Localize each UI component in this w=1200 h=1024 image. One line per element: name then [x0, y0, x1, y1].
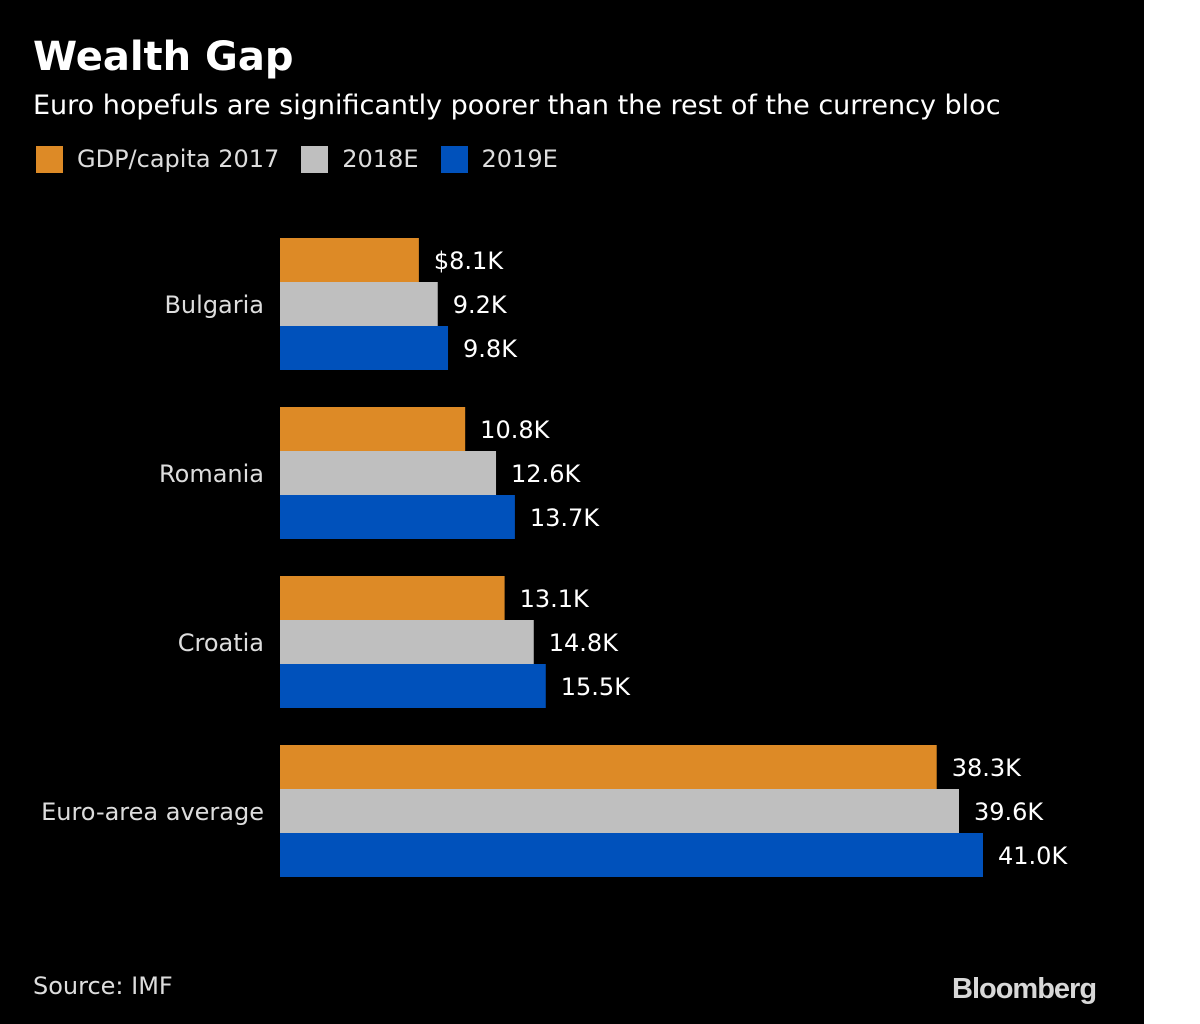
- bar: [280, 576, 505, 620]
- bar: [280, 789, 959, 833]
- data-label: 38.3K: [952, 754, 1022, 782]
- data-label: 13.7K: [530, 504, 600, 532]
- legend-item-2019e: 2019E: [440, 145, 558, 173]
- legend: GDP/capita 2017 2018E 2019E: [36, 145, 580, 173]
- legend-label: 2019E: [481, 145, 558, 173]
- bar: [280, 407, 466, 451]
- bar: [280, 664, 546, 708]
- legend-item-2018e: 2018E: [301, 145, 419, 173]
- data-label: 14.8K: [549, 629, 619, 657]
- bar: [280, 495, 515, 539]
- legend-swatch: [301, 145, 329, 173]
- category-label: Bulgaria: [164, 291, 264, 319]
- chart-subtitle: Euro hopefuls are significantly poorer t…: [33, 90, 1001, 121]
- bar: [280, 833, 983, 877]
- category-label: Romania: [159, 460, 264, 488]
- data-label: $8.1K: [434, 247, 504, 275]
- bar: [280, 745, 937, 789]
- legend-label: GDP/capita 2017: [77, 145, 280, 173]
- category-label: Euro-area average: [41, 798, 264, 826]
- bar: [280, 238, 419, 282]
- data-label: 12.6K: [511, 460, 581, 488]
- data-label: 13.1K: [520, 585, 590, 613]
- legend-label: 2018E: [342, 145, 419, 173]
- bar: [280, 620, 534, 664]
- data-label: 39.6K: [974, 798, 1044, 826]
- bar: [280, 282, 438, 326]
- source-note: Source: IMF: [33, 972, 173, 1000]
- data-label: 10.8K: [480, 416, 550, 444]
- chart-title: Wealth Gap: [33, 34, 294, 80]
- legend-item-2017: GDP/capita 2017: [36, 145, 279, 173]
- data-label: 9.8K: [463, 335, 518, 363]
- bloomberg-logo: Bloomberg: [952, 973, 1097, 1005]
- category-label: Croatia: [178, 629, 264, 657]
- legend-swatch: [440, 145, 468, 173]
- bar: [280, 326, 449, 370]
- bar: [280, 451, 497, 495]
- bar-chart: Bulgaria $8.1K 9.2K 9.8K Romania 10.8K 12.6K 13…: [41, 238, 1068, 877]
- legend-swatch: [36, 145, 63, 173]
- data-label: 9.2K: [453, 291, 508, 319]
- data-label: 15.5K: [561, 673, 631, 701]
- data-label: 41.0K: [998, 842, 1068, 870]
